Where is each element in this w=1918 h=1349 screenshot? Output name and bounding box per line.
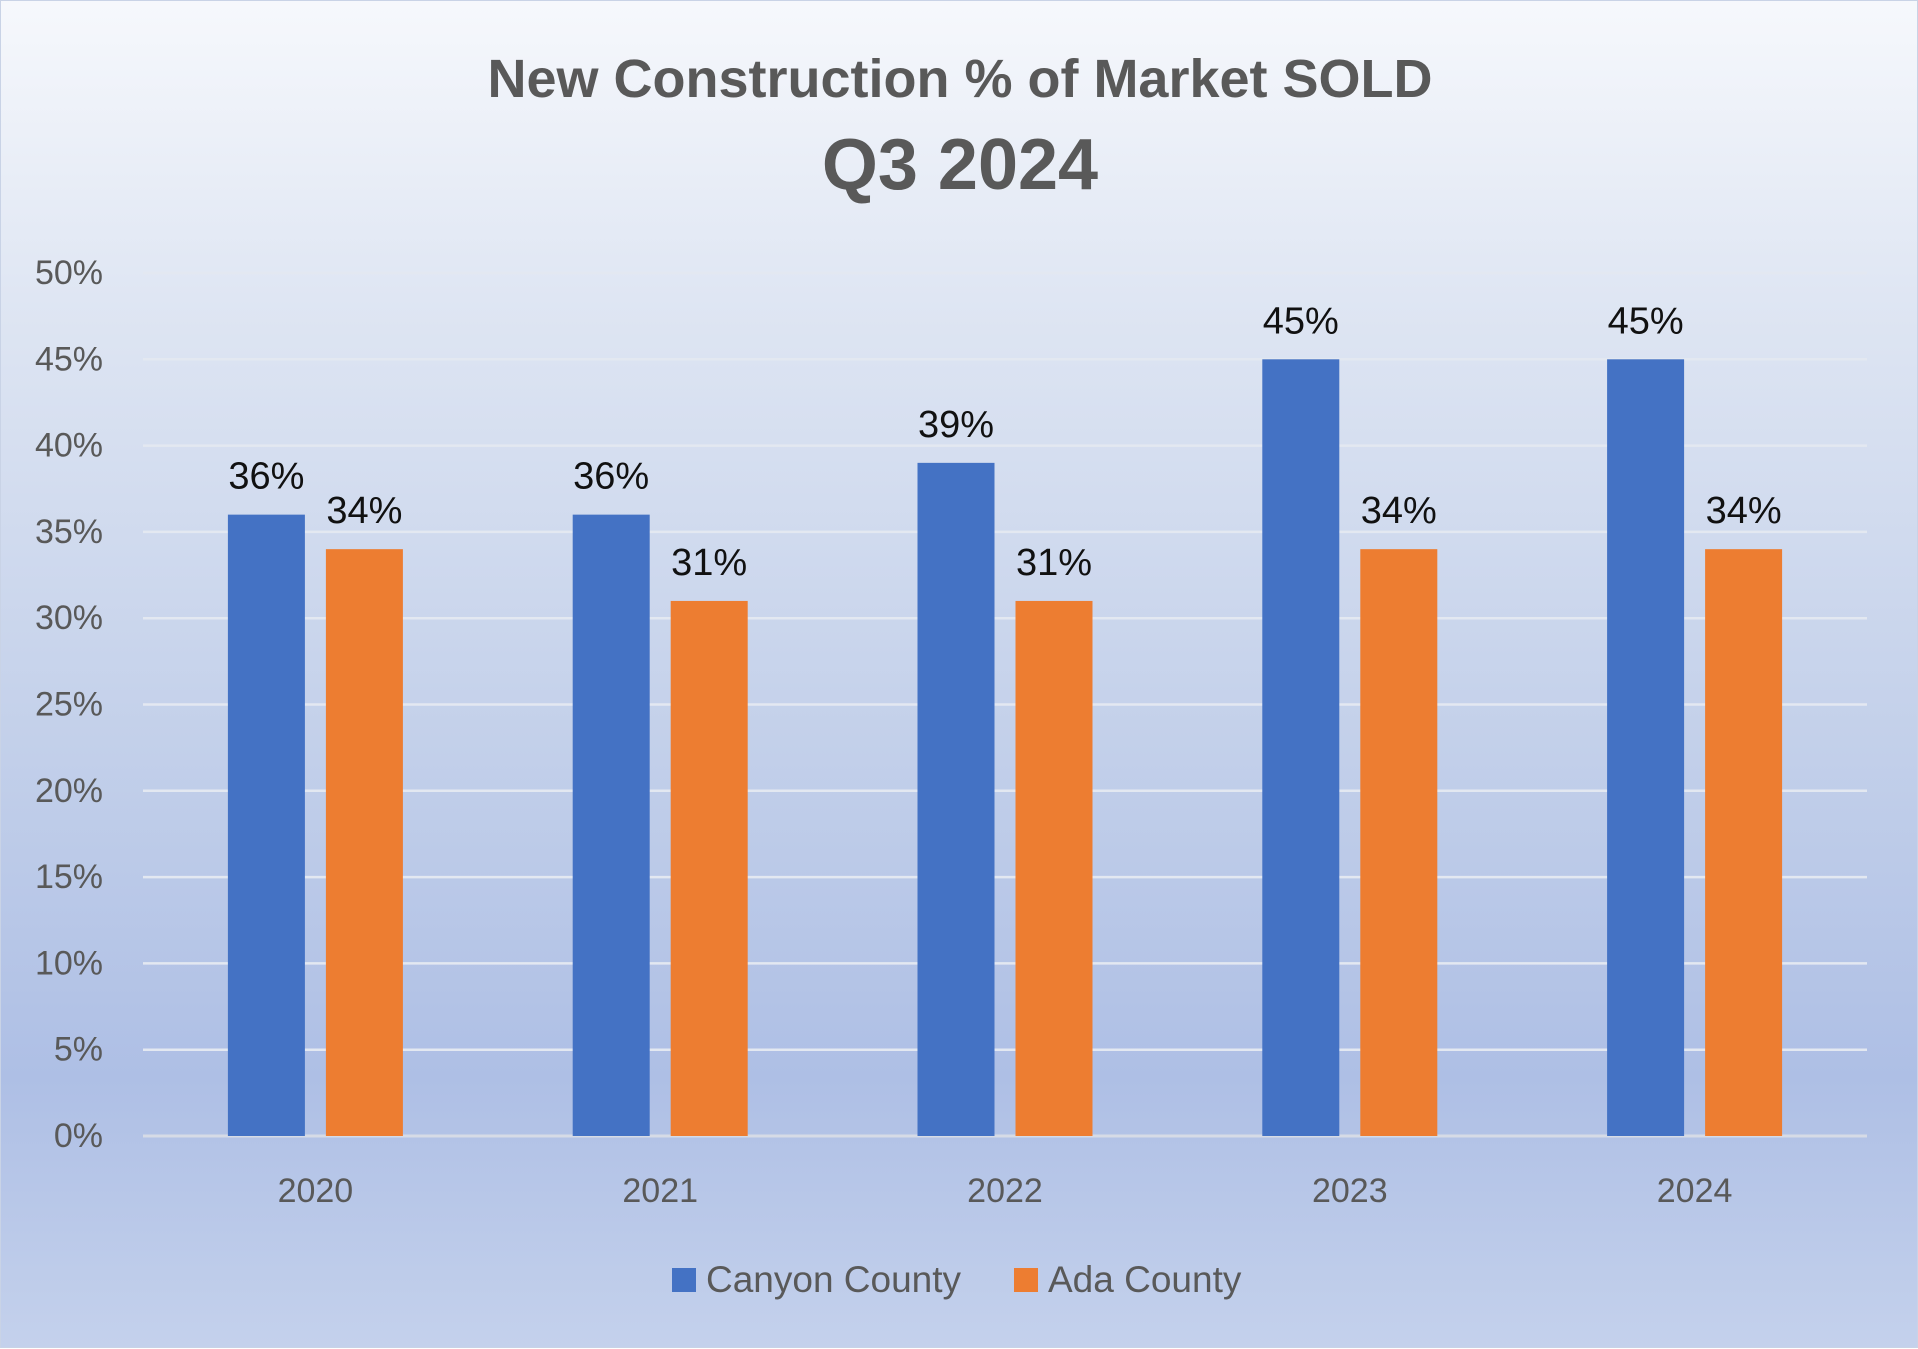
data-label: 45% [1263,300,1339,342]
y-tick-label: 20% [35,772,103,810]
data-label: 36% [573,456,649,498]
bar [1262,359,1340,1136]
bar [1705,549,1783,1136]
chart-title: New Construction % of Market SOLD [487,49,1432,109]
data-label: 34% [1706,490,1782,532]
data-label: 39% [918,404,994,446]
y-tick-label: 40% [35,427,103,465]
bar [670,600,748,1136]
gridlines [143,271,1867,1138]
bar [1607,359,1685,1136]
data-label: 45% [1608,300,1684,342]
y-tick-label: 10% [35,944,103,982]
x-tick-label: 2024 [1657,1172,1733,1210]
x-tick-label: 2023 [1312,1172,1388,1210]
data-label: 31% [1016,542,1092,584]
bar [325,549,403,1136]
x-tick-label: 2020 [278,1172,354,1210]
legend-swatch [1014,1268,1038,1292]
bars [227,359,1783,1136]
y-tick-label: 30% [35,599,103,637]
data-label: 34% [1361,490,1437,532]
data-label: 31% [671,542,747,584]
legend-label: Ada County [1048,1259,1242,1300]
x-tick-label: 2022 [967,1172,1043,1210]
y-tick-label: 25% [35,686,103,724]
chart-subtitle: Q3 2024 [822,125,1098,205]
y-tick-label: 45% [35,340,103,378]
bar [917,462,995,1136]
bar [572,514,650,1136]
data-labels: 36% 34% 36% 31% 39% 31% 45% 34% 45% 34% [228,300,1781,584]
legend: Canyon County Ada County [672,1259,1242,1300]
bar [1360,549,1438,1136]
data-label: 36% [228,456,304,498]
x-tick-label: 2021 [622,1172,698,1210]
y-tick-label: 15% [35,858,103,896]
y-axis-tick-labels: 0% 5% 10% 15% 20% 25% 30% 35% 40% 45% 50% [35,254,103,1155]
legend-swatch [672,1268,696,1292]
bar [227,514,305,1136]
data-label: 34% [326,490,402,532]
y-tick-label: 5% [54,1031,103,1069]
y-tick-label: 0% [54,1117,103,1155]
bar [1015,600,1093,1136]
y-tick-label: 35% [35,513,103,551]
legend-label: Canyon County [706,1259,962,1300]
y-tick-label: 50% [35,254,103,292]
x-axis-tick-labels: 2020 2021 2022 2023 2024 [278,1172,1733,1210]
